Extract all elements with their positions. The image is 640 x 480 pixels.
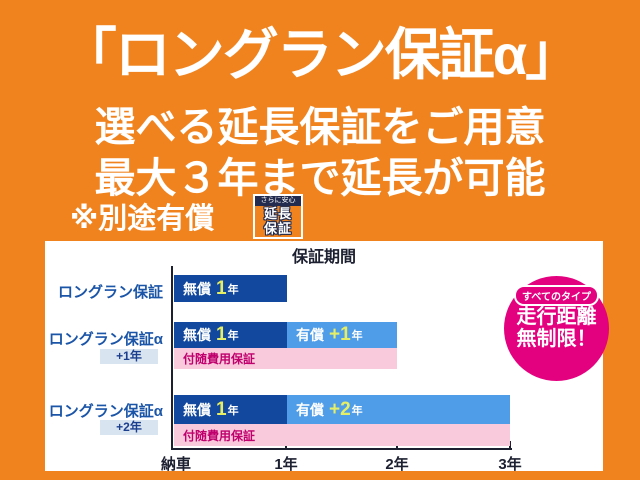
badge-line2: 無制限！ (516, 328, 597, 351)
extended-warranty-stamp-icon: さらに安心 延長 保証 (253, 194, 303, 239)
row2-label: ロングラン保証α (48, 331, 163, 348)
row2-expense-bar: 付随費用保証 (174, 348, 397, 369)
row2-paid-label: 有償 (296, 327, 324, 343)
row2-paid-unit: 年 (351, 330, 363, 342)
row2-free-label: 無償 (183, 327, 211, 343)
row1-free-number: 1 (216, 277, 227, 299)
x-label-3year: 3年 (498, 456, 522, 473)
unlimited-mileage-badge: すべてのタイプ 走行距離 無制限！ (504, 276, 609, 381)
row1-free-bar: 無償 1 年 (174, 275, 287, 302)
row2-free-unit: 年 (227, 330, 239, 342)
row3-paid-label: 有償 (296, 401, 324, 418)
row3-free-bar: 無償 1 年 (174, 395, 287, 424)
row3-paid-unit: 年 (351, 404, 363, 417)
row1-label: ロングラン保証 (57, 284, 163, 301)
row3-paid-number: +2 (329, 398, 351, 420)
x-axis-line (171, 448, 512, 450)
row2-sublabel-pill: +1年 (100, 349, 158, 364)
subtitle-line2: 最大３年まで延長が可能 (94, 155, 546, 201)
row3-paid-bar: 有償 +2 年 (287, 395, 510, 424)
row1-free-label: 無償 (183, 280, 211, 297)
stamp-top-text: さらに安心 (255, 196, 301, 206)
row3-expense-bar: 付随費用保証 (174, 424, 510, 446)
badge-pill-text: すべてのタイプ (514, 285, 599, 306)
row3-free-unit: 年 (227, 404, 239, 417)
x-label-1year: 1年 (274, 456, 298, 473)
chart-title: 保証期間 (291, 249, 356, 266)
paid-option-note: ※別途有償 (70, 203, 215, 235)
row2-paid-bar: 有償 +1 年 (287, 322, 397, 348)
warranty-chart-panel: 保証期間 ロングラン保証 無償 1 年 ロングラン保証α +1年 無償 1 年 … (45, 241, 609, 473)
y-axis-line (171, 266, 173, 450)
row2-free-bar: 無償 1 年 (174, 322, 287, 348)
row3-free-label: 無償 (183, 401, 211, 418)
main-title: 「ロングラン保証α」 (60, 23, 581, 86)
row1-free-unit: 年 (227, 283, 239, 296)
row2-paid-number: +1 (329, 324, 351, 345)
badge-line1: 走行距離 (516, 306, 597, 328)
row3-expense-label: 付随費用保証 (183, 428, 256, 443)
row2-free-number: 1 (216, 324, 227, 345)
x-label-delivery: 納車 (160, 456, 191, 473)
row3-label: ロングラン保証α (48, 403, 163, 420)
stamp-mid-text: 延長 (263, 206, 292, 221)
subtitle-line1: 選べる延長保証をご用意 (94, 104, 546, 150)
row2-expense-label: 付随費用保証 (183, 352, 256, 366)
row3-sublabel-pill: +2年 (100, 420, 158, 435)
x-label-2year: 2年 (385, 456, 409, 473)
x-axis-tick-3year (509, 441, 511, 448)
row3-free-number: 1 (216, 398, 227, 420)
stamp-bottom-text: 保証 (263, 221, 292, 236)
